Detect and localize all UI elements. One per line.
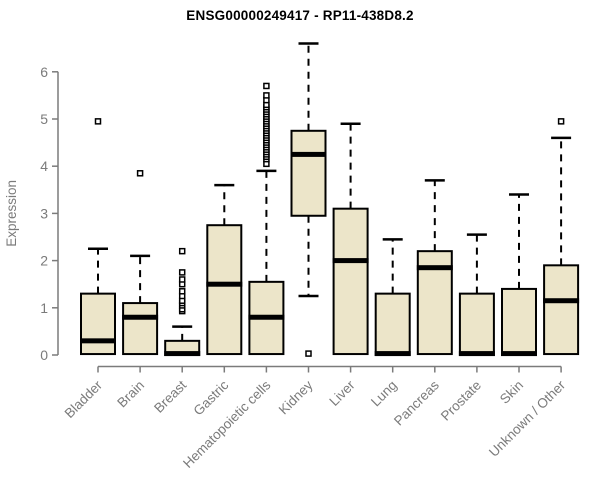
x-tick-label: Gastric [191,377,232,418]
box-skin [501,287,537,357]
y-axis-label: Expression [4,180,19,247]
box-gastric [206,224,243,356]
x-tick-label: Bladder [62,377,106,421]
median-hematopoietic-cells [248,314,285,320]
x-tick-label: Skin [497,378,526,407]
box-liver [332,207,369,356]
outlier-breast-10 [178,247,186,255]
box-brain [122,302,159,356]
outlier-breast-6 [178,288,186,295]
box-bladder [80,292,116,356]
box-lung [374,292,411,357]
median-breast [164,351,201,357]
outlier-hematopoietic-cells-27 [263,82,270,90]
x-tick-label: Prostate [438,378,484,424]
x-tick-label: Kidney [276,377,316,417]
outlier-kidney-0 [305,350,312,357]
outlier-bladder-0 [94,118,102,125]
median-brain [122,314,159,320]
median-skin [501,351,537,357]
y-tick-label: 6 [40,64,48,80]
median-unknown-other [543,298,580,304]
outlier-breast-8 [178,276,186,283]
y-tick-label: 4 [40,158,48,174]
median-bladder [80,338,116,344]
y-tick-label: 1 [40,300,48,316]
x-tick-label: Pancreas [391,377,442,428]
x-tick-label: Breast [151,377,189,415]
y-tick-label: 2 [40,253,48,269]
x-tick-label: Unknown / Other [486,377,569,460]
y-tick-label: 3 [40,205,48,221]
median-gastric [206,281,243,287]
y-tick-label: 5 [40,111,48,127]
x-tick-label: Liver [326,377,358,409]
x-tick-label: Brain [114,378,147,411]
median-prostate [458,351,495,357]
x-tick-label: Lung [368,378,400,410]
median-lung [374,351,411,357]
outlier-unknown-other-0 [557,118,565,125]
y-tick-label: 0 [40,347,48,363]
chart-title: ENSG00000249417 - RP11-438D8.2 [186,8,414,23]
outlier-hematopoietic-cells-26 [263,92,270,99]
median-liver [332,258,369,264]
outlier-brain-0 [136,170,144,177]
median-kidney [290,151,327,157]
box-kidney [290,129,327,217]
median-pancreas [416,265,453,271]
box-unknown-other [543,264,580,356]
outlier-breast-9 [178,269,186,276]
box-prostate [458,292,495,357]
